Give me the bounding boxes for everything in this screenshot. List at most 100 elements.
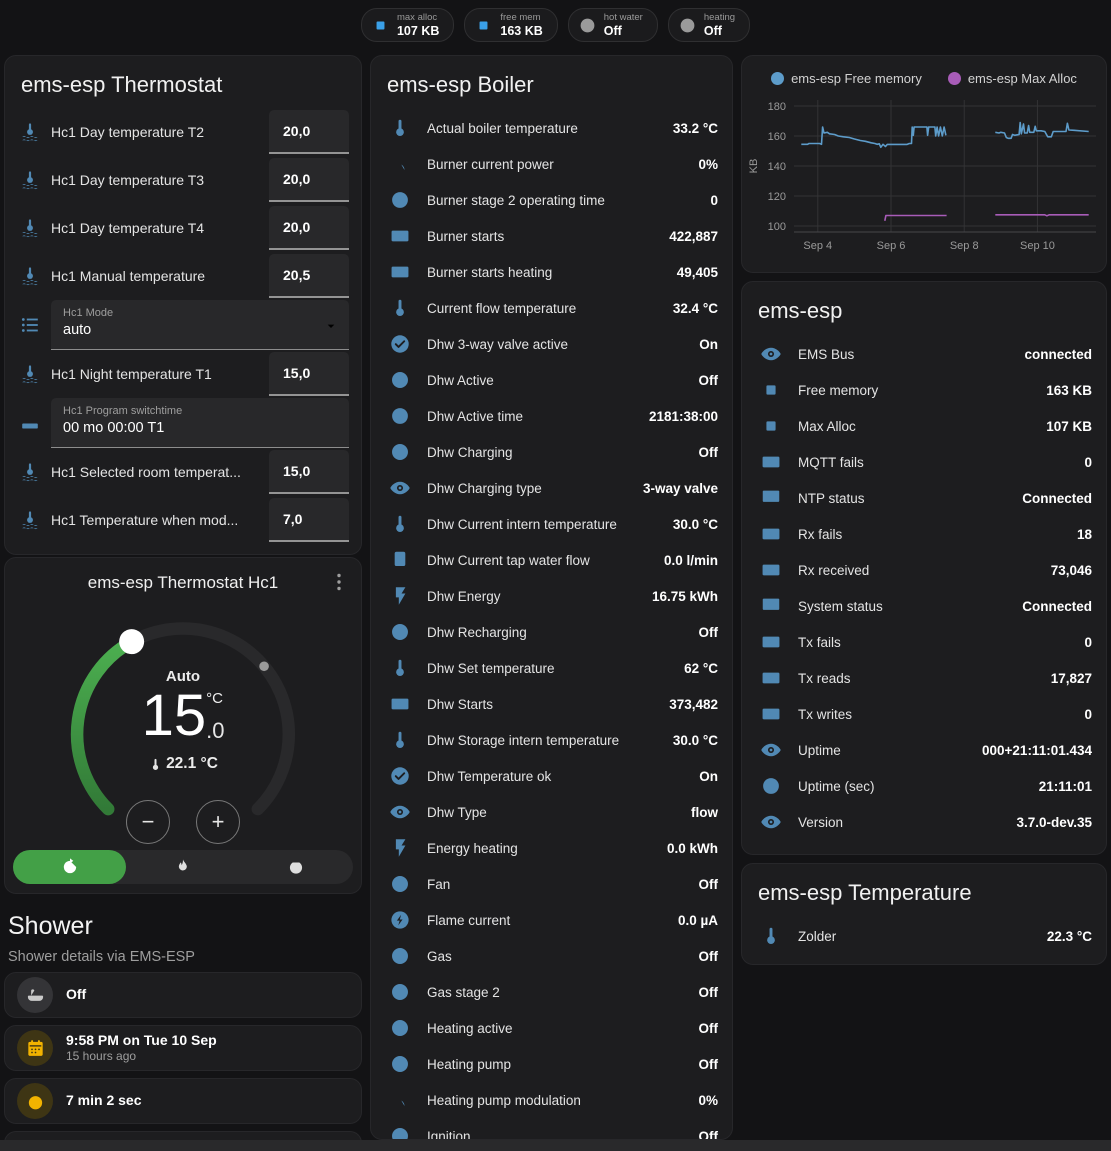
entity-value: 0.0 µA <box>677 912 718 928</box>
entity-row[interactable]: Rx fails 18 <box>742 516 1106 552</box>
entity-label: Current flow temperature <box>427 300 577 316</box>
chevron-down-icon <box>323 318 339 334</box>
entity-row[interactable]: Dhw Temperature ok On <box>371 758 732 794</box>
legend-item-max-alloc[interactable]: ems-esp Max Alloc <box>947 71 1077 86</box>
entity-row[interactable]: Energy heating 0.0 kWh <box>371 830 732 866</box>
thermostat-setting-row[interactable]: Hc1 Program switchtime 00 mo 00:00 T1 Hc… <box>15 398 349 448</box>
thermostat-setting-row[interactable]: Hc1 Temperature when mod... 7,0 Hc1 Temp… <box>15 496 349 544</box>
right-column: ems-esp Free memory ems-esp Max Alloc 10… <box>741 55 1107 965</box>
status-badge[interactable]: hot water Off <box>567 8 658 42</box>
entity-row[interactable]: Gas Off <box>371 938 732 974</box>
number-input[interactable]: 7,0 <box>269 498 349 542</box>
entity-row[interactable]: Dhw Energy 16.75 kWh <box>371 578 732 614</box>
shower-info-card[interactable]: 7 min 2 sec <box>4 1078 362 1124</box>
entity-row[interactable]: Dhw Current tap water flow 0.0 l/min <box>371 542 732 578</box>
entity-row[interactable]: Actual boiler temperature 33.2 °C <box>371 110 732 146</box>
entity-row[interactable]: Ignition Off <box>371 1118 732 1139</box>
entity-row[interactable]: Dhw Set temperature 62 °C <box>371 650 732 686</box>
entity-row[interactable]: Dhw Charging type 3-way valve <box>371 470 732 506</box>
entity-row[interactable]: Tx reads 17,827 <box>742 660 1106 696</box>
status-badge[interactable]: max alloc 107 KB <box>360 8 455 42</box>
entity-row[interactable]: Heating pump Off <box>371 1046 732 1082</box>
thermostat-setting-row[interactable]: Hc1 Manual temperature 20,5 Hc1 Manual t… <box>15 252 349 300</box>
entity-row[interactable]: Burner current power 0% <box>371 146 732 182</box>
entity-row[interactable]: Dhw Current intern temperature 30.0 °C <box>371 506 732 542</box>
entity-row[interactable]: Dhw Recharging Off <box>371 614 732 650</box>
entity-row[interactable]: Dhw Charging Off <box>371 434 732 470</box>
shower-info-card[interactable]: 9:58 PM on Tue 10 Sep 15 hours ago <box>4 1025 362 1071</box>
thermostat-setting-row[interactable]: Hc1 Night temperature T1 15,0 Hc1 Night … <box>15 350 349 398</box>
entity-row[interactable]: Dhw 3-way valve active On <box>371 326 732 362</box>
field-input[interactable]: Hc1 Mode auto <box>51 300 349 350</box>
number-input[interactable]: 20,0 <box>269 206 349 250</box>
mode-off-button[interactable] <box>240 850 353 884</box>
thermostat-setting-row[interactable]: Hc1 Mode auto Hc1 Mode auto <box>15 300 349 350</box>
entity-row[interactable]: Dhw Active time 2181:38:00 <box>371 398 732 434</box>
legend-item-free-memory[interactable]: ems-esp Free memory <box>771 71 922 86</box>
thermometer-icon <box>389 297 411 319</box>
thermostat-setting-row[interactable]: Hc1 Day temperature T3 20,0 Hc1 Day temp… <box>15 156 349 204</box>
calendar-icon <box>25 1038 46 1059</box>
entity-row[interactable]: Fan Off <box>371 866 732 902</box>
entity-value: Connected <box>1022 490 1092 506</box>
entity-row[interactable]: Burner stage 2 operating time 0 <box>371 182 732 218</box>
mode-auto-button[interactable] <box>13 850 127 884</box>
entity-row[interactable]: Dhw Storage intern temperature 30.0 °C <box>371 722 732 758</box>
entity-value: 18 <box>1076 526 1092 542</box>
entity-row[interactable]: Tx fails 0 <box>742 624 1106 660</box>
entity-label: Energy heating <box>427 840 518 856</box>
entity-row[interactable]: Tx writes 0 <box>742 696 1106 732</box>
entity-value: Off <box>698 372 719 388</box>
entity-row[interactable]: Free memory 163 KB <box>742 372 1106 408</box>
entity-row[interactable]: Burner starts heating 49,405 <box>371 254 732 290</box>
number-input[interactable]: 20,0 <box>269 110 349 154</box>
entity-label: Burner stage 2 operating time <box>427 192 605 208</box>
field-input[interactable]: Hc1 Program switchtime 00 mo 00:00 T1 <box>51 398 349 448</box>
badge-value: Off <box>603 23 622 38</box>
entity-row[interactable]: Dhw Starts 373,482 <box>371 686 732 722</box>
entity-label: Tx reads <box>798 670 851 686</box>
card-title: ems-esp Thermostat Hc1 <box>87 573 279 592</box>
entity-row[interactable]: MQTT fails 0 <box>742 444 1106 480</box>
entity-row[interactable]: NTP status Connected <box>742 480 1106 516</box>
bathtub-icon <box>25 985 46 1006</box>
input-value: 20,5 <box>283 267 311 283</box>
badge-label: free mem <box>500 11 541 23</box>
entity-row[interactable]: Heating pump modulation 0% <box>371 1082 732 1118</box>
icon-bubble <box>17 977 53 1013</box>
shower-info-card[interactable]: Off <box>4 972 362 1018</box>
entity-row[interactable]: Flame current 0.0 µA <box>371 902 732 938</box>
number-input[interactable]: 20,5 <box>269 254 349 298</box>
entity-row[interactable]: Heating active Off <box>371 1010 732 1046</box>
boiler-card: ems-esp Boiler Actual boiler temperature… <box>370 55 733 1140</box>
mode-heat-button[interactable] <box>126 850 239 884</box>
entity-row[interactable]: Dhw Type flow <box>371 794 732 830</box>
thermostat-setting-row[interactable]: Hc1 Day temperature T4 20,0 Hc1 Day temp… <box>15 204 349 252</box>
circle-icon <box>389 873 411 895</box>
entity-label: Dhw Active <box>427 372 494 388</box>
thermostat-setting-row[interactable]: Hc1 Day temperature T2 20,0 Hc1 Day temp… <box>15 108 349 156</box>
entity-row[interactable]: Max Alloc 107 KB <box>742 408 1106 444</box>
number-input[interactable]: 15,0 <box>269 352 349 396</box>
status-badge[interactable]: heating Off <box>667 8 751 42</box>
entity-row[interactable]: Version 3.7.0-dev.35 <box>742 804 1106 840</box>
number-input[interactable]: 20,0 <box>269 158 349 202</box>
thermostat-setting-row[interactable]: Hc1 Selected room temperat... 15,0 Hc1 S… <box>15 448 349 496</box>
entity-row[interactable]: Dhw Active Off <box>371 362 732 398</box>
entity-row[interactable]: Uptime 000+21:11:01.434 <box>742 732 1106 768</box>
entity-row[interactable]: EMS Bus connected <box>742 336 1106 372</box>
entity-row[interactable]: Current flow temperature 32.4 °C <box>371 290 732 326</box>
entity-row[interactable]: System status Connected <box>742 588 1106 624</box>
entity-value: 3.7.0-dev.35 <box>1016 814 1092 830</box>
temp-increase-button[interactable]: + <box>196 800 240 844</box>
number-input[interactable]: 15,0 <box>269 450 349 494</box>
entity-row[interactable]: Burner starts 422,887 <box>371 218 732 254</box>
temp-decrease-button[interactable]: − <box>126 800 170 844</box>
list-icon <box>19 314 41 336</box>
status-badge[interactable]: free mem 163 KB <box>464 8 558 42</box>
entity-row[interactable]: Rx received 73,046 <box>742 552 1106 588</box>
entity-row[interactable]: Zolder 22.3 °C <box>742 918 1106 954</box>
entity-row[interactable]: Gas stage 2 Off <box>371 974 732 1010</box>
dial-knob[interactable] <box>119 629 145 655</box>
entity-row[interactable]: Uptime (sec) 21:11:01 <box>742 768 1106 804</box>
